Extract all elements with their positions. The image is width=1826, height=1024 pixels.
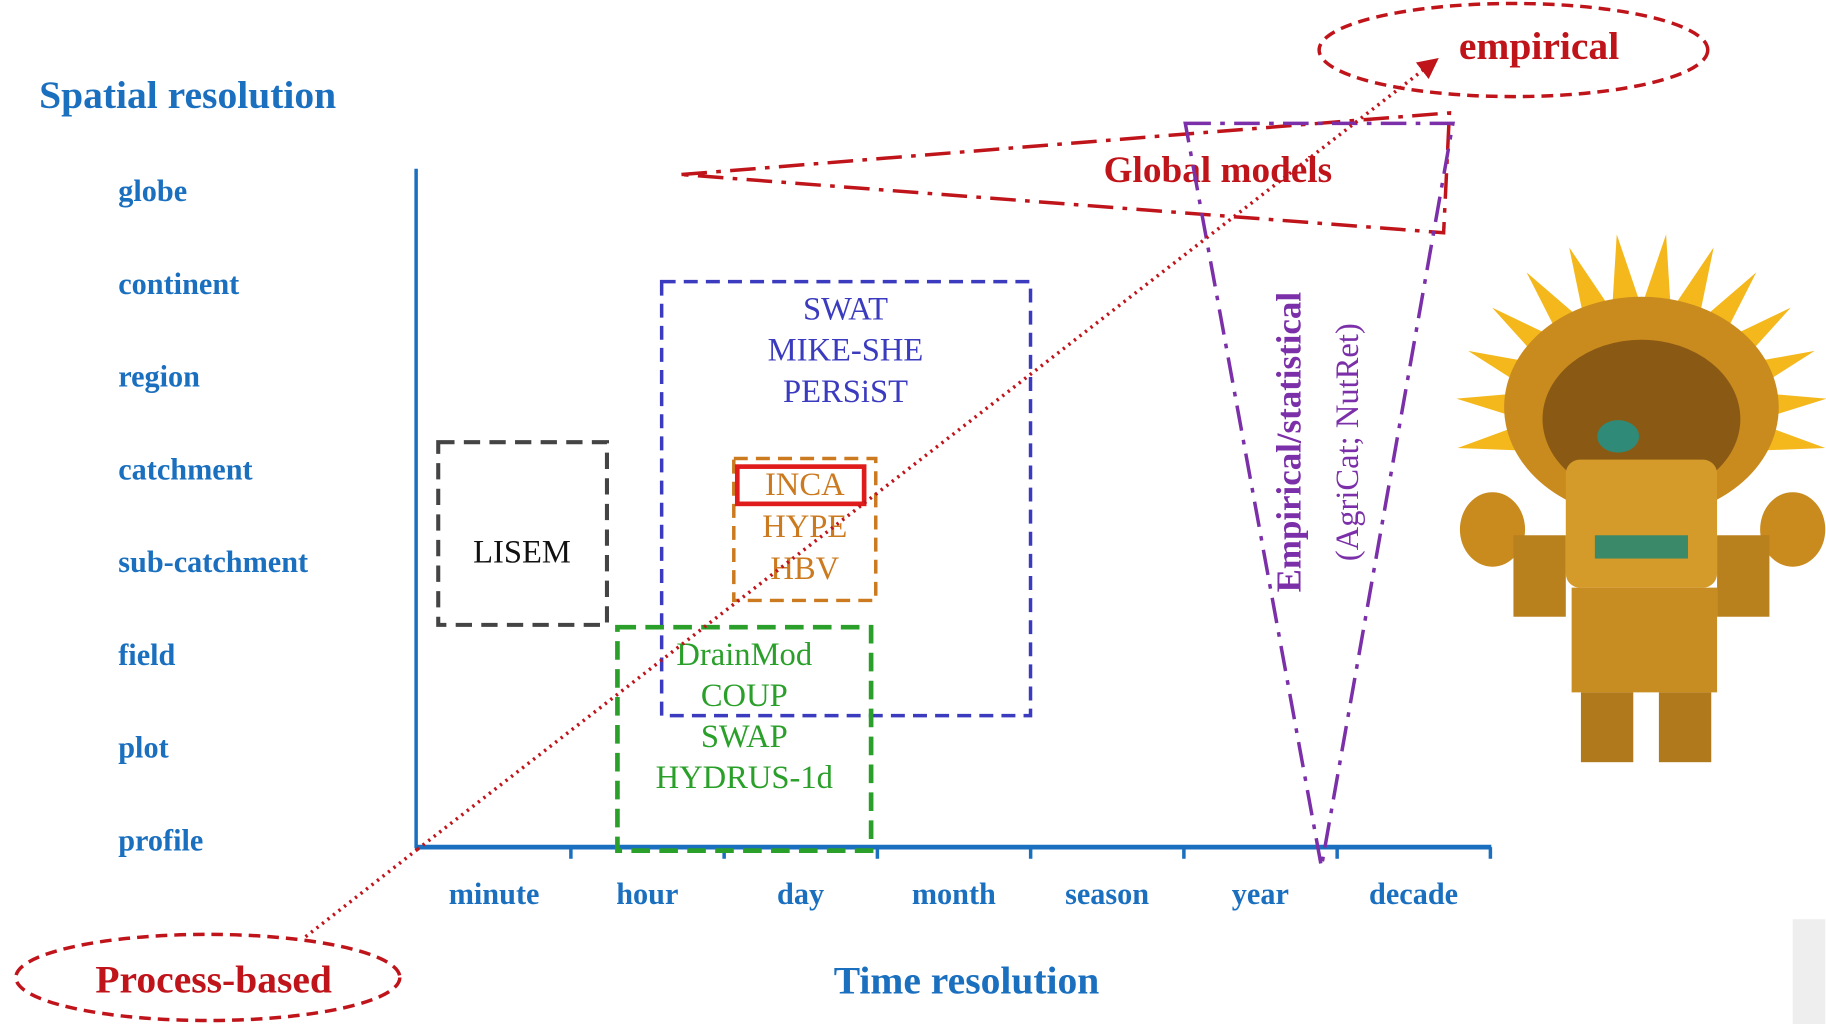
x-label: hour	[616, 877, 678, 911]
x-label: decade	[1369, 877, 1458, 911]
x-label: month	[912, 877, 996, 911]
sun-ray	[1643, 234, 1671, 306]
corner-panel	[1793, 919, 1826, 1024]
y-label: profile	[118, 823, 203, 857]
model-name: MIKE-SHE	[768, 333, 924, 369]
y-labels: globe continent region catchment sub-catchme…	[118, 174, 308, 857]
model-name: DrainMod	[676, 637, 812, 673]
lisem-box	[438, 442, 607, 625]
empirical-label: empirical	[1459, 24, 1619, 68]
y-label: catchment	[118, 452, 252, 486]
x-label: minute	[449, 877, 540, 911]
model-name: HBV	[770, 551, 839, 587]
global-models-label: Global models	[1104, 150, 1333, 191]
y-label: sub-catchment	[118, 545, 308, 579]
y-label: field	[118, 638, 175, 672]
process-label: Process-based	[95, 957, 332, 1001]
y-label: globe	[118, 174, 187, 208]
model-name: SWAT	[803, 291, 888, 327]
global-models-region	[681, 113, 1449, 233]
model-name: INCA	[765, 467, 845, 503]
model-name: SWAP	[701, 719, 788, 755]
trend-arrow-tail	[306, 849, 418, 936]
model-name: COUP	[701, 678, 788, 714]
sun-ray	[1612, 234, 1640, 306]
x-labels: minute hour day month season year decade	[449, 847, 1491, 911]
x-label: year	[1232, 877, 1289, 911]
x-label: season	[1065, 877, 1149, 911]
statistical-region	[1185, 123, 1453, 867]
x-axis-title: Time resolution	[834, 959, 1100, 1003]
model-name: HYPE	[762, 509, 847, 545]
statistical-label: Empirical/statistical	[1269, 292, 1308, 593]
x-label: day	[777, 877, 824, 911]
diagram: Spatial resolution globe continent region c…	[0, 0, 1826, 1024]
y-label: region	[118, 360, 200, 394]
figurine	[1456, 234, 1826, 762]
model-name: HYDRUS-1d	[656, 760, 833, 796]
y-label: plot	[118, 731, 168, 765]
model-name: LISEM	[473, 535, 571, 571]
model-name: PERSiST	[783, 374, 908, 410]
models: LISEM SWAT MIKE-SHE PERSiST INCA HYPE HBV Drain…	[473, 291, 923, 796]
y-axis-title: Spatial resolution	[39, 73, 336, 117]
statistical-models: (AgriCat; NutRet)	[1330, 323, 1366, 561]
y-label: continent	[118, 267, 239, 301]
